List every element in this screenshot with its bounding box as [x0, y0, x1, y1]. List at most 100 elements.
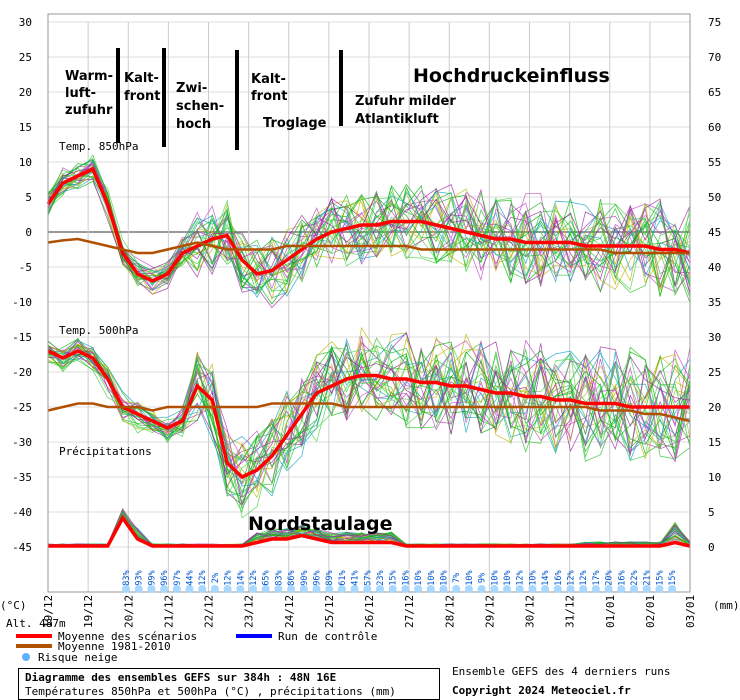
- snow-risk-value: 96%: [160, 570, 170, 585]
- snow-risk-icon: [642, 585, 651, 593]
- annotation-text: zufuhr: [65, 103, 113, 118]
- annotations: Warm-luft-zufuhr Kalt-front Zwi-schen-hoch…: [65, 48, 610, 535]
- annotation-text: Kalt-: [251, 72, 286, 87]
- ensemble-member-line: [47, 344, 691, 514]
- left-tick-label: -15: [12, 331, 32, 344]
- left-tick-label: -45: [12, 541, 32, 554]
- left-tick-label: 20: [19, 86, 32, 99]
- series-0-t500: [47, 349, 690, 480]
- snow-risk-icon: [261, 585, 270, 593]
- snow-risk-icon: [325, 585, 334, 593]
- snow-risk-icon: [172, 585, 181, 593]
- right-tick-label: 5: [708, 506, 715, 519]
- right-tick-label: 10: [708, 471, 721, 484]
- snow-risk-value: 12%: [198, 570, 208, 585]
- right-tick-label: 35: [708, 296, 721, 309]
- snow-risk-value: 9%: [478, 573, 488, 583]
- snow-risk-value: 44%: [186, 570, 196, 585]
- snow-risk-value: 22%: [630, 570, 640, 585]
- left-tick-label: 25: [19, 51, 32, 64]
- snow-risk-icon: [591, 585, 600, 593]
- snow-risk-value: 96%: [313, 570, 323, 585]
- snow-risk-value: 97%: [173, 570, 183, 585]
- snow-risk-icon: [655, 585, 664, 593]
- snow-risk-icon: [134, 585, 143, 593]
- snow-risk-value: 12%: [516, 570, 526, 585]
- x-tick-label: 28/12: [443, 595, 456, 628]
- right-tick-label: 75: [708, 16, 721, 29]
- annotation-text: Kalt-: [124, 71, 159, 86]
- snow-risk-value: 16%: [554, 570, 564, 585]
- snow-risk-icon: [274, 585, 283, 593]
- annotation-text: hoch: [176, 117, 211, 132]
- snow-risk-value: 90%: [300, 570, 310, 585]
- left-tick-label: 30: [19, 16, 32, 29]
- snow-risk-value: 57%: [363, 570, 373, 585]
- left-tick-label: -25: [12, 401, 32, 414]
- left-tick-label: 15: [19, 121, 32, 134]
- snow-risk-icon: [198, 585, 207, 593]
- x-tick-label: 02/01: [644, 595, 657, 628]
- snow-risk-icon: [287, 585, 296, 593]
- snow-risk-icon: [617, 585, 626, 593]
- snow-risk-row: 83% 93% 99% 96% 97% 44% 12% 2% 12% 14% 12% 65% 83% 86…: [122, 570, 678, 593]
- snow-risk-icon: [223, 585, 232, 593]
- x-tick-label: 22/12: [203, 595, 216, 628]
- snow-risk-value: 12%: [224, 570, 234, 585]
- annotation-text: Warm-: [65, 69, 113, 84]
- snow-risk-value: 15%: [668, 570, 678, 585]
- left-tick-label: -20: [12, 366, 32, 379]
- snow-risk-value: 14%: [236, 570, 246, 585]
- snow-risk-value: 12%: [579, 570, 589, 585]
- left-tick-label: -10: [12, 296, 32, 309]
- right-tick-label: 25: [708, 366, 721, 379]
- snow-risk-value: 10%: [440, 570, 450, 585]
- snow-risk-icon: [376, 585, 384, 593]
- snow-risk-icon: [477, 585, 486, 593]
- snow-risk-icon: [528, 585, 537, 593]
- snow-risk-icon: [147, 585, 156, 593]
- footer-copyright: Copyright 2024 Meteociel.fr: [452, 684, 631, 697]
- left-tick-label: -35: [12, 471, 32, 484]
- snow-risk-icon: [350, 585, 359, 593]
- footer-run-info: Ensemble GEFS des 4 derniers runs: [452, 665, 671, 678]
- panel-label-t850: Temp. 850hPa: [59, 140, 138, 153]
- ensemble-member-line: [47, 163, 691, 295]
- snow-risk-value: 7%: [452, 573, 462, 583]
- footer-box: Diagramme des ensembles GEFS sur 384h : …: [18, 668, 440, 700]
- left-tick-label: -40: [12, 506, 32, 519]
- snow-risk-icon: [426, 585, 435, 593]
- annotation-text: Nordstaulage: [248, 513, 393, 535]
- snow-risk-icon: [210, 585, 219, 593]
- snow-risk-value: 83%: [122, 570, 132, 585]
- snow-risk-value: 10%: [465, 570, 475, 585]
- snow-risk-icon: [185, 585, 194, 593]
- series-0-precip: [48, 514, 691, 548]
- snow-risk-icon: [541, 585, 550, 593]
- left-unit-label: (°C): [0, 599, 27, 612]
- snow-risk-value: 83%: [274, 570, 284, 585]
- left-tick-label: -30: [12, 436, 32, 449]
- snow-risk-value: 15%: [389, 570, 399, 585]
- ensemble-member-line: [47, 170, 691, 295]
- footer-subtitle: Températures 850hPa et 500hPa (°C) , pré…: [25, 685, 396, 698]
- x-tick-label: 27/12: [403, 595, 416, 628]
- x-tick-label: 31/12: [564, 595, 577, 628]
- series-1-t500: [47, 402, 691, 423]
- snow-risk-icon: [604, 585, 613, 593]
- x-tick-label: 29/12: [483, 595, 496, 628]
- left-tick-label: -5: [19, 261, 32, 274]
- snow-risk-value: 99%: [147, 570, 157, 585]
- snow-risk-value: 21%: [643, 570, 653, 585]
- x-tick-label: 23/12: [243, 595, 256, 628]
- snow-risk-value: 14%: [541, 570, 551, 585]
- right-tick-label: 70: [708, 51, 721, 64]
- snow-risk-value: 89%: [325, 570, 335, 585]
- snow-risk-icon: [553, 585, 562, 593]
- chart-grid: [47, 21, 691, 592]
- series-1-t850: [47, 237, 690, 255]
- snow-icon: [22, 653, 30, 661]
- snow-risk-icon: [363, 585, 372, 593]
- annotation-text: Hochdruckeinfluss: [413, 65, 610, 87]
